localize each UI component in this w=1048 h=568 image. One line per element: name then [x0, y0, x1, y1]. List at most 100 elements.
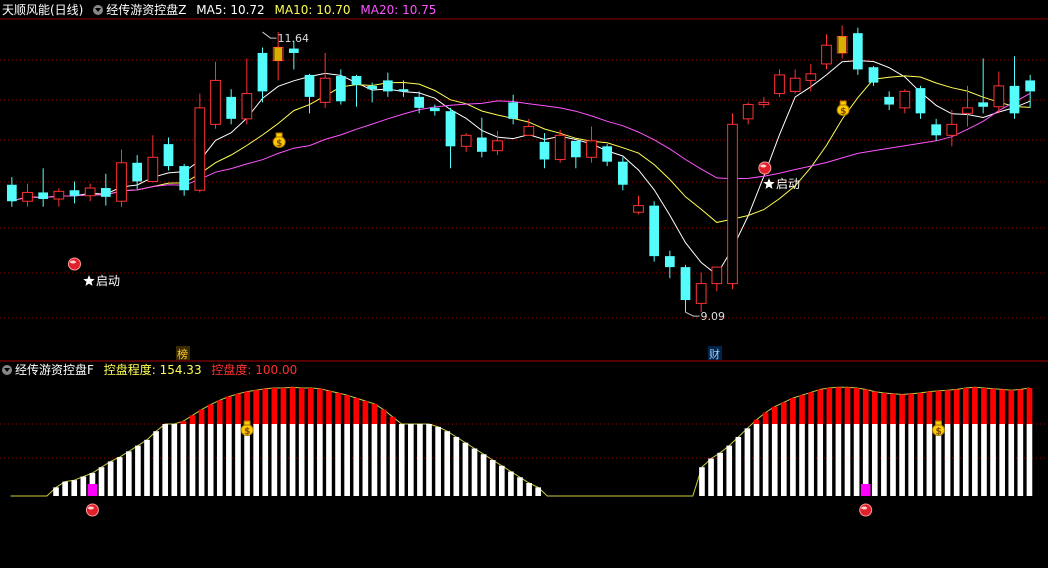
- candle: [742, 102, 754, 125]
- red-bar: [917, 393, 924, 424]
- red-bar: [799, 395, 805, 424]
- red-ball-icon: [68, 257, 81, 271]
- red-bar: [926, 391, 933, 424]
- candle: [993, 71, 1005, 114]
- candle-body: [758, 101, 770, 106]
- candle: [22, 183, 33, 207]
- white-bar: [144, 439, 150, 496]
- white-bar: [517, 477, 523, 496]
- white-bar: [708, 458, 714, 496]
- candle: [852, 27, 863, 75]
- candle: [680, 264, 691, 313]
- ball-fill: [85, 503, 99, 517]
- highlight-candle-core: [838, 36, 847, 53]
- candle: [758, 96, 770, 108]
- moving-averages: [11, 60, 1031, 276]
- control-bars: [10, 386, 1033, 497]
- white-bar: [171, 424, 178, 496]
- white-bar: [699, 467, 705, 496]
- candle-body: [194, 107, 206, 191]
- red-bar: [198, 409, 205, 424]
- sub-indicator-toggle[interactable]: 经传游资控盘F: [2, 363, 94, 377]
- star-icon: [763, 178, 775, 189]
- candle-body: [931, 124, 942, 136]
- white-bar: [799, 424, 805, 496]
- white-bar: [735, 436, 742, 496]
- candle: [367, 82, 378, 103]
- candle: [649, 201, 660, 262]
- bag-symbol: $: [935, 427, 941, 437]
- white-bar: [125, 451, 132, 496]
- ma20-label: MA20: 10.75: [360, 3, 437, 17]
- red-bar: [808, 392, 814, 424]
- white-bar: [326, 424, 332, 496]
- candle-body: [649, 205, 660, 257]
- candle: [351, 74, 362, 107]
- white-bar: [244, 424, 250, 496]
- red-bar: [990, 388, 996, 424]
- red-bar: [226, 396, 232, 424]
- red-bar: [817, 389, 824, 424]
- red-bar: [972, 387, 978, 424]
- candle-body: [711, 266, 723, 285]
- red-bar: [180, 421, 187, 424]
- chevron-down-icon: [93, 5, 104, 15]
- candle: [805, 63, 817, 92]
- svg-text:财: 财: [709, 347, 720, 361]
- candle-body: [476, 137, 487, 152]
- candle-body: [868, 67, 879, 83]
- red-bar: [289, 387, 296, 424]
- red-bar: [344, 395, 350, 424]
- candle-body: [132, 162, 143, 182]
- white-bar: [62, 481, 68, 496]
- indicator-toggle[interactable]: 经传游资控盘Z: [93, 3, 186, 17]
- red-ball-icon: [859, 503, 873, 517]
- white-bar: [344, 424, 350, 496]
- candle: [774, 69, 785, 97]
- candle: [319, 52, 331, 108]
- red-bar: [862, 389, 869, 424]
- candle-body: [523, 126, 535, 136]
- white-bar: [508, 471, 514, 496]
- white-bar: [881, 424, 887, 496]
- candle-body: [915, 88, 926, 114]
- bag-neck: [934, 420, 942, 426]
- candle: [53, 188, 65, 207]
- red-bar: [881, 393, 887, 424]
- bag-neck: [243, 420, 251, 426]
- bag-neck: [275, 132, 283, 138]
- candle-body: [774, 74, 785, 95]
- candle-body: [163, 144, 174, 167]
- candle-body: [821, 44, 832, 65]
- white-bar: [498, 465, 505, 496]
- white-bar: [153, 431, 159, 496]
- candle: [1009, 56, 1020, 119]
- candle-body: [617, 161, 628, 185]
- white-bar: [216, 424, 223, 496]
- candle-body: [367, 85, 378, 90]
- red-bar: [826, 388, 833, 424]
- candle: [492, 130, 503, 156]
- sub-indicator-name: 经传游资控盘F: [15, 363, 94, 377]
- white-bar: [835, 424, 842, 496]
- white-bar: [426, 424, 432, 496]
- red-bar: [762, 412, 769, 424]
- candle: [210, 61, 221, 129]
- candle: [931, 118, 942, 141]
- red-bar: [953, 389, 960, 424]
- red-bar: [307, 388, 314, 424]
- white-bar: [380, 424, 387, 496]
- low-marker-line: [685, 311, 700, 317]
- ma10-label: MA10: 10.70: [274, 3, 351, 17]
- candle: [398, 80, 409, 97]
- red-bar: [380, 409, 387, 424]
- candle-body: [508, 102, 519, 119]
- candle-body: [633, 205, 644, 213]
- candle-body: [852, 33, 863, 70]
- stock-title: 天顺风能(日线): [2, 3, 84, 17]
- control-icons: $ $: [85, 420, 945, 517]
- candle: [664, 250, 675, 279]
- candle-body: [993, 85, 1005, 108]
- candle: [946, 110, 958, 147]
